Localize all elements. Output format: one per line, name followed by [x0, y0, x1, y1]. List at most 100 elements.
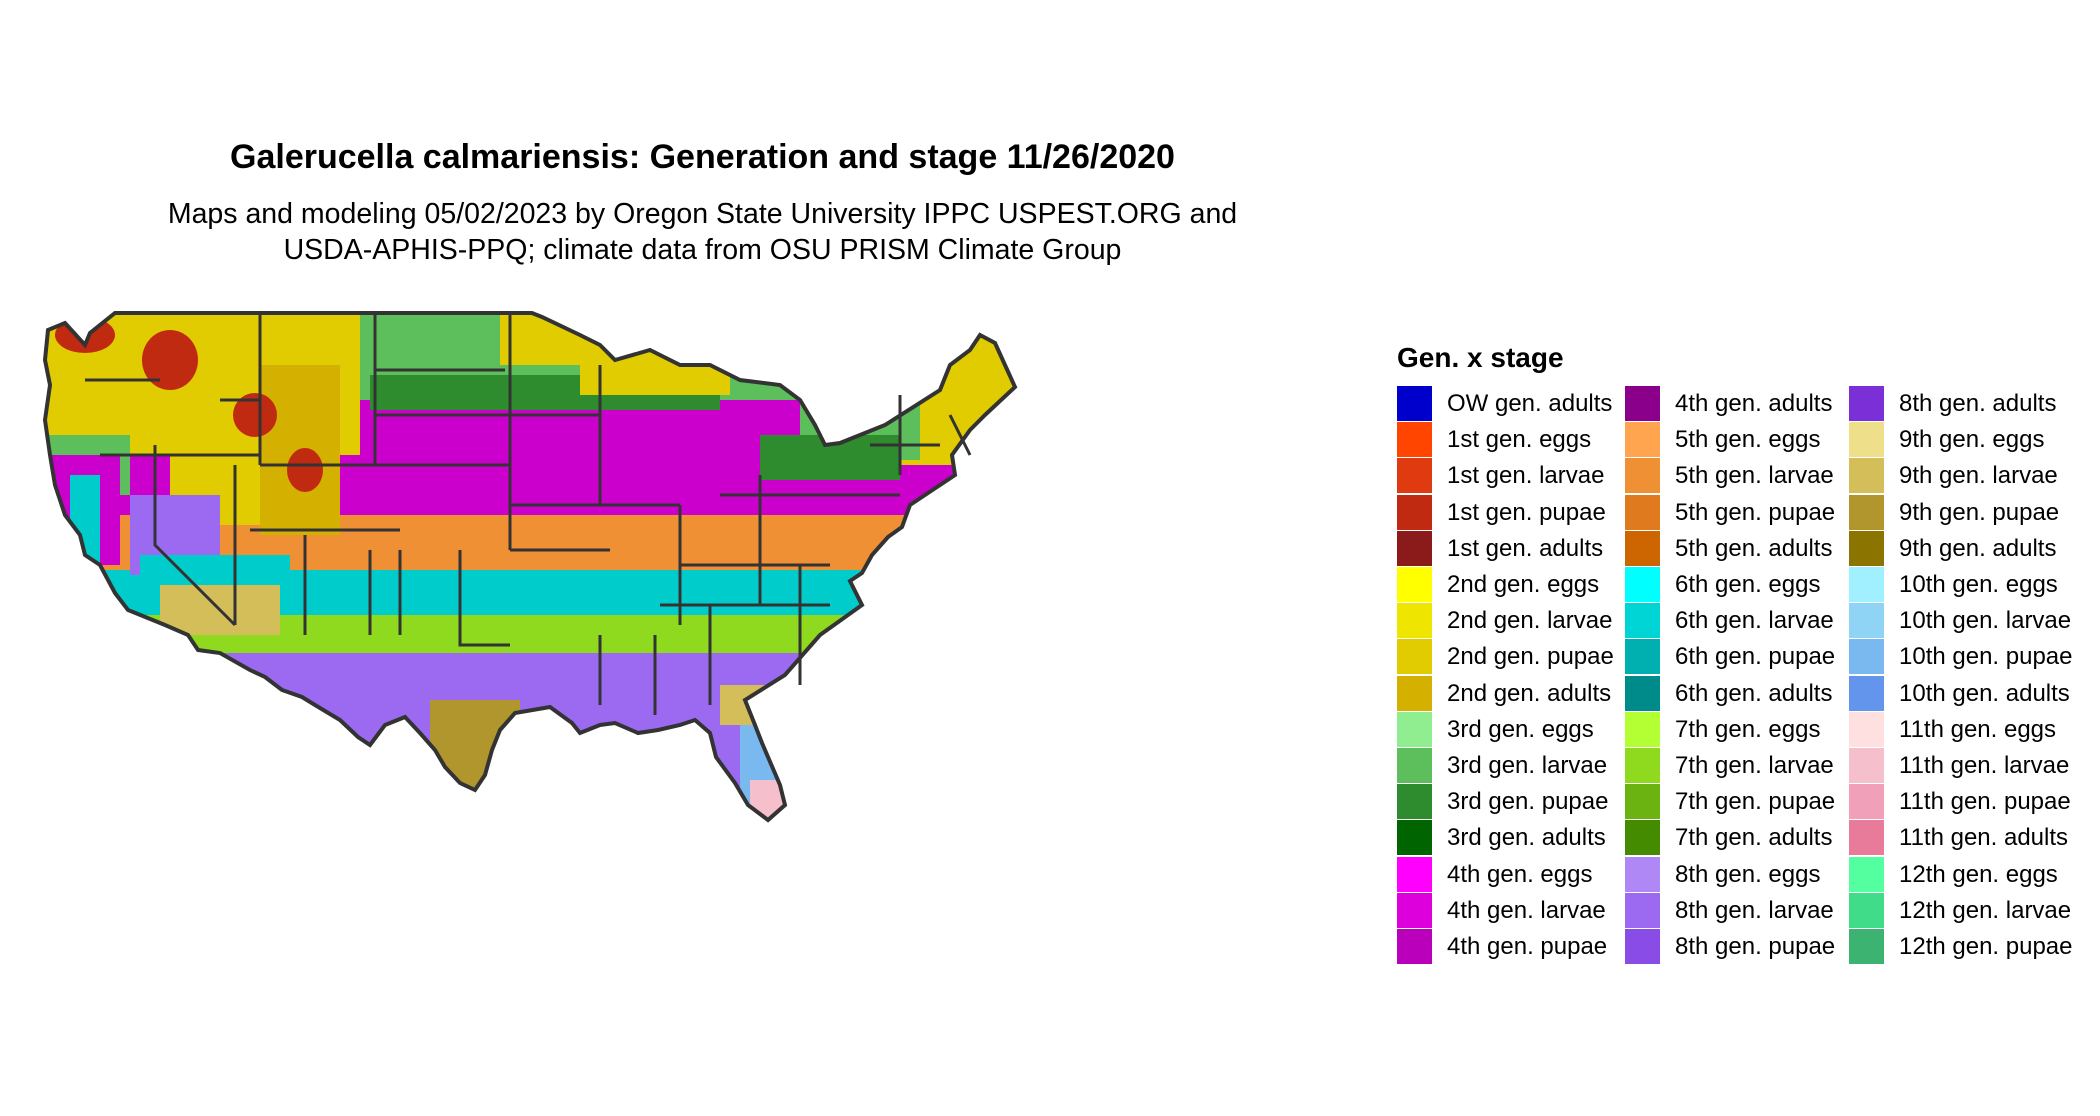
- legend-swatch: [1397, 711, 1432, 747]
- legend-label: 8th gen. adults: [1899, 390, 2057, 417]
- legend-label: 3rd gen. pupae: [1447, 788, 1609, 816]
- legend-swatch: [1625, 603, 1660, 639]
- legend-swatch: [1397, 748, 1432, 783]
- legend-swatch: [1625, 892, 1660, 928]
- legend-swatch: [1397, 422, 1432, 458]
- legend-label: 6th gen. adults: [1675, 679, 1833, 707]
- legend-label: 11th gen. pupae: [1899, 788, 2071, 816]
- legend-swatch: [1849, 494, 1884, 530]
- legend-swatch: [1849, 748, 1884, 783]
- legend-title: Gen. x stage: [1397, 342, 1564, 373]
- legend-swatch: [1625, 639, 1660, 675]
- legend-label: 9th gen. pupae: [1899, 498, 2060, 526]
- legend-label: 5th gen. eggs: [1675, 426, 1821, 454]
- legend-label: 11th gen. eggs: [1899, 715, 2057, 743]
- map-subtitle-line-2: USDA-APHIS-PPQ; climate data from OSU PR…: [283, 234, 1122, 266]
- legend-swatch: [1397, 639, 1432, 675]
- legend-swatch: [1849, 603, 1884, 639]
- legend-swatch: [1849, 386, 1884, 421]
- legend-label: 2nd gen. pupae: [1447, 643, 1614, 671]
- legend-swatch: [1625, 494, 1660, 530]
- legend-label: 9th gen. larvae: [1899, 462, 2058, 490]
- us-generation-stage-map: [43, 311, 1017, 822]
- legend-swatch: [1625, 820, 1660, 856]
- legend-swatch: [1625, 567, 1660, 602]
- legend-label: 4th gen. adults: [1675, 390, 1833, 417]
- legend-swatch: [1625, 784, 1660, 820]
- legend-label: 8th gen. eggs: [1675, 860, 1821, 888]
- legend-swatch: [1397, 494, 1432, 530]
- legend-swatch: [1625, 929, 1660, 964]
- legend-label: 12th gen. larvae: [1899, 896, 2072, 924]
- state-boundaries: [85, 313, 972, 715]
- legend-label: 1st gen. eggs: [1447, 426, 1592, 454]
- legend-swatch: [1397, 386, 1432, 421]
- legend-label: 10th gen. adults: [1899, 679, 2070, 707]
- legend-label: 4th gen. pupae: [1447, 933, 1608, 960]
- legend-label: 8th gen. pupae: [1675, 933, 1836, 960]
- legend-swatch: [1397, 820, 1432, 856]
- legend-swatch: [1397, 567, 1432, 602]
- legend-swatch: [1397, 856, 1432, 892]
- legend-label: 9th gen. adults: [1899, 534, 2057, 562]
- legend-label: 2nd gen. adults: [1447, 679, 1612, 707]
- legend-label: 3rd gen. larvae: [1447, 752, 1608, 779]
- legend-swatch: [1849, 567, 1884, 602]
- legend-swatch: [1625, 458, 1660, 494]
- legend-swatch: [1625, 386, 1660, 421]
- legend-label: 4th gen. larvae: [1447, 896, 1606, 924]
- legend-label: 7th gen. eggs: [1675, 715, 1821, 743]
- legend-label: 12th gen. eggs: [1899, 860, 2058, 888]
- legend-swatch: [1849, 929, 1884, 964]
- map-subtitle-line-1: Maps and modeling 05/02/2023 by Oregon S…: [167, 198, 1238, 230]
- legend-label: 5th gen. adults: [1675, 534, 1833, 562]
- legend-swatch: [1397, 530, 1432, 566]
- legend-label: 12th gen. pupae: [1899, 933, 2073, 960]
- legend-swatch: [1849, 675, 1884, 711]
- legend-swatch: [1849, 639, 1884, 675]
- legend-label: 2nd gen. eggs: [1447, 571, 1600, 598]
- legend-swatch: [1849, 856, 1884, 892]
- legend-swatch: [1397, 603, 1432, 639]
- legend-label: 10th gen. eggs: [1899, 571, 2058, 598]
- legend-label: 3rd gen. eggs: [1447, 715, 1594, 743]
- legend-swatch: [1625, 422, 1660, 458]
- legend-label: 1st gen. adults: [1447, 534, 1604, 562]
- generation-zones: [45, 313, 1015, 820]
- legend-label: 5th gen. larvae: [1675, 462, 1834, 490]
- legend-swatch: [1625, 711, 1660, 747]
- legend-label: 7th gen. adults: [1675, 824, 1833, 852]
- legend-swatch: [1397, 784, 1432, 820]
- legend-swatch: [1397, 458, 1432, 494]
- legend-label: OW gen. adults: [1447, 390, 1613, 417]
- legend-swatch: [1625, 856, 1660, 892]
- legend-swatch: [1397, 675, 1432, 711]
- map-title: Galerucella calmariensis: Generation and…: [230, 138, 1175, 176]
- legend-swatch: [1849, 892, 1884, 928]
- legend-swatch: [1849, 530, 1884, 566]
- legend-label: 1st gen. larvae: [1447, 462, 1605, 490]
- legend-label: 6th gen. eggs: [1675, 571, 1821, 598]
- legend-label: 7th gen. pupae: [1675, 788, 1836, 816]
- legend-label: 8th gen. larvae: [1675, 896, 1834, 924]
- legend-label: 6th gen. larvae: [1675, 607, 1834, 635]
- legend-label: 10th gen. larvae: [1899, 607, 2072, 635]
- legend-label: 5th gen. pupae: [1675, 498, 1836, 526]
- legend-label: 1st gen. pupae: [1447, 498, 1606, 526]
- legend-label: 4th gen. eggs: [1447, 860, 1593, 888]
- legend-label: 7th gen. larvae: [1675, 752, 1834, 779]
- legend-swatch: [1849, 820, 1884, 856]
- legend-swatch: [1397, 929, 1432, 964]
- legend-label: 2nd gen. larvae: [1447, 607, 1613, 635]
- legend-label: 6th gen. pupae: [1675, 643, 1836, 671]
- legend-swatch: [1397, 892, 1432, 928]
- legend-swatch: [1849, 422, 1884, 458]
- legend-swatch: [1625, 675, 1660, 711]
- legend-label: 11th gen. larvae: [1899, 752, 2070, 779]
- legend-swatch: [1849, 711, 1884, 747]
- legend-label: 11th gen. adults: [1899, 824, 2069, 852]
- legend-label: 9th gen. eggs: [1899, 426, 2045, 454]
- legend-label: 3rd gen. adults: [1447, 824, 1606, 852]
- legend-swatch: [1625, 748, 1660, 783]
- legend-swatch: [1849, 784, 1884, 820]
